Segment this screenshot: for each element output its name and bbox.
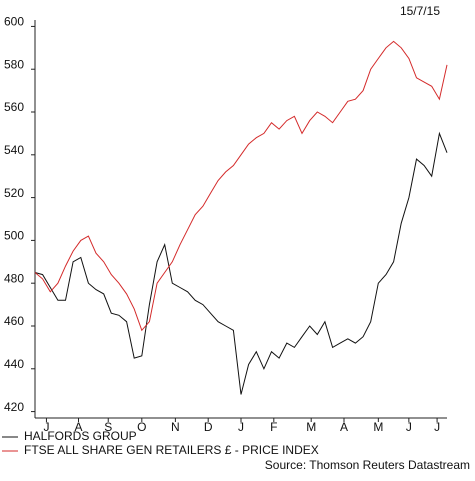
- x-tick-label: S: [104, 420, 112, 434]
- legend-label: FTSE ALL SHARE GEN RETAILERS £ - PRICE I…: [24, 443, 319, 457]
- x-tick-label: J: [406, 420, 412, 434]
- y-tick-label: 580: [4, 57, 24, 71]
- y-tick-label: 480: [4, 271, 24, 285]
- x-tick-label: F: [270, 420, 277, 434]
- y-tick-label: 600: [4, 15, 24, 29]
- x-tick-label: A: [74, 420, 82, 434]
- y-tick-label: 420: [4, 400, 24, 414]
- x-tick-label: M: [373, 420, 383, 434]
- x-tick-label: J: [238, 420, 244, 434]
- x-tick-label: D: [204, 420, 213, 434]
- legend-label: HALFORDS GROUP: [24, 429, 137, 443]
- date-label: 15/7/15: [400, 4, 440, 18]
- y-tick-label: 500: [4, 229, 24, 243]
- series-line: [34, 40, 448, 332]
- x-tick-label: N: [171, 420, 180, 434]
- x-tick-label: M: [306, 420, 316, 434]
- x-tick-label: J: [434, 420, 440, 434]
- y-tick-label: 460: [4, 314, 24, 328]
- series-line: [34, 131, 448, 395]
- y-tick-label: 560: [4, 100, 24, 114]
- x-tick-label: O: [137, 420, 146, 434]
- y-tick-label: 440: [4, 357, 24, 371]
- source-label: Source: Thomson Reuters Datastream: [265, 458, 470, 472]
- x-tick-label: J: [43, 420, 49, 434]
- y-tick-label: 520: [4, 186, 24, 200]
- y-tick-label: 540: [4, 143, 24, 157]
- x-tick-label: A: [340, 420, 348, 434]
